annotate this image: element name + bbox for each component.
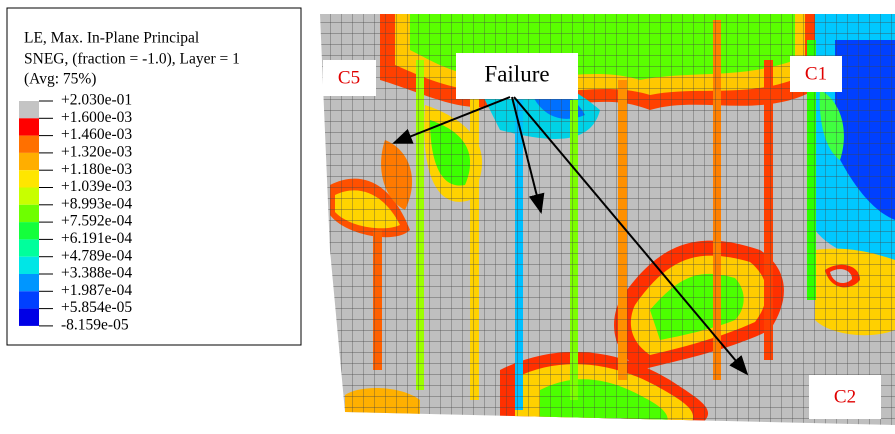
- legend-label: +6.191e-04: [61, 230, 132, 247]
- legend-swatch: [19, 170, 39, 187]
- legend-label: +1.180e-03: [61, 161, 132, 178]
- legend-swatch: [19, 257, 39, 274]
- legend-swatch: [19, 101, 39, 118]
- legend-label: +2.030e-01: [61, 92, 132, 109]
- legend-label: +1.320e-03: [61, 143, 132, 160]
- legend-label: +1.460e-03: [61, 126, 132, 143]
- legend-label: -8.159e-05: [61, 316, 129, 333]
- legend-label: +4.789e-04: [61, 247, 132, 264]
- label: C2: [834, 386, 856, 407]
- label: C5: [338, 67, 360, 88]
- legend-swatch: [19, 188, 39, 205]
- legend-label: +3.388e-04: [61, 265, 132, 282]
- callout: Failure: [484, 61, 549, 86]
- legend-swatch: [19, 291, 39, 308]
- legend-swatch: [19, 205, 39, 222]
- legend-title: LE, Max. In-Plane Principal: [24, 30, 199, 47]
- legend-swatch: [19, 274, 39, 291]
- legend-label: +8.993e-04: [61, 195, 132, 212]
- legend-title: SNEG, (fraction = -1.0), Layer = 1: [24, 51, 240, 68]
- legend: LE, Max. In-Plane Principal SNEG, (fract…: [7, 8, 301, 345]
- legend-label: +5.854e-05: [61, 299, 132, 316]
- legend-swatch: [19, 222, 39, 239]
- legend-label: +1.987e-04: [61, 282, 132, 299]
- legend-scale: +2.030e-01+1.600e-03+1.460e-03+1.320e-03…: [19, 92, 132, 334]
- legend-swatch: [19, 118, 39, 135]
- legend-swatch: [19, 239, 39, 256]
- legend-swatch: [19, 309, 39, 326]
- figure: LE, Max. In-Plane Principal SNEG, (fract…: [0, 0, 895, 434]
- legend-label: +1.039e-03: [61, 178, 132, 195]
- legend-swatch: [19, 153, 39, 170]
- legend-label: +1.600e-03: [61, 109, 132, 126]
- legend-title: (Avg: 75%): [24, 71, 96, 88]
- label: C1: [805, 63, 827, 84]
- legend-label: +7.592e-04: [61, 213, 132, 230]
- legend-swatch: [19, 136, 39, 153]
